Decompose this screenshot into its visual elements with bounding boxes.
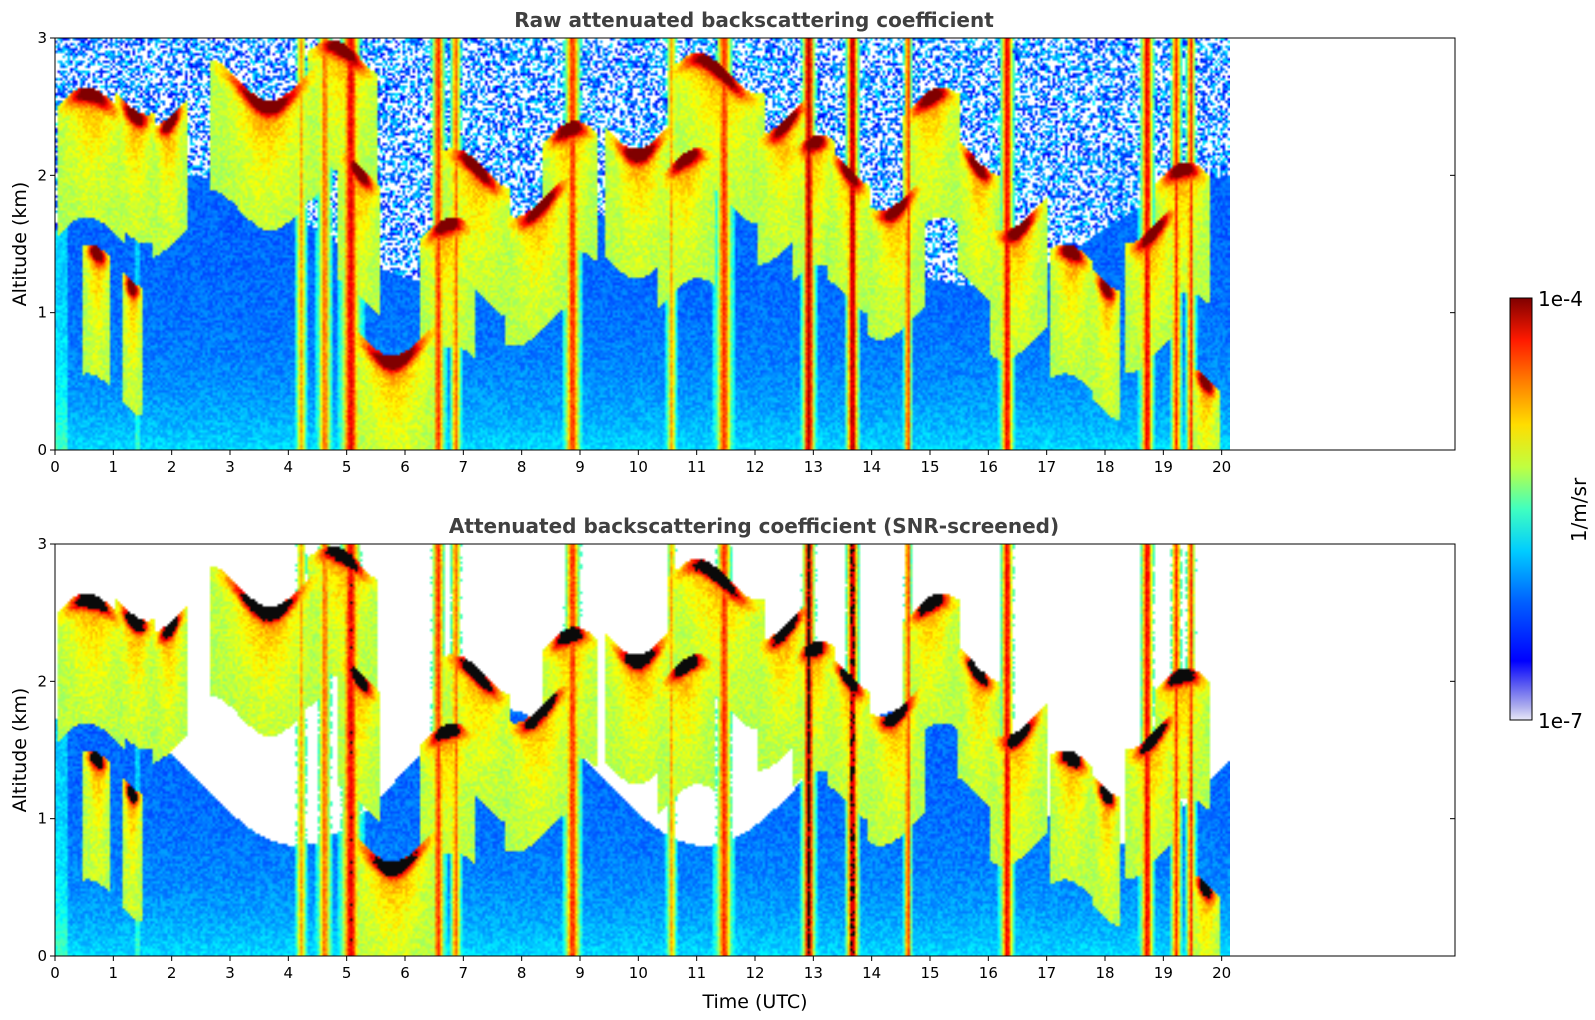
y-tick-label: 0: [37, 441, 47, 459]
colorbar-unit-label: 1/m/sr: [1567, 477, 1591, 542]
screened-heatmap-image: [55, 544, 1230, 956]
x-tick-label: 0: [50, 458, 60, 476]
colorbar-max-label: 1e-4: [1538, 287, 1583, 311]
x-tick-label: 6: [400, 964, 410, 982]
screened-title: Attenuated backscattering coefficient (S…: [449, 514, 1059, 538]
x-tick-label: 2: [167, 964, 177, 982]
screened-heatmap: [55, 544, 1230, 956]
y-tick-label: 2: [37, 672, 47, 690]
x-tick-label: 4: [284, 964, 294, 982]
x-tick-label: 6: [400, 458, 410, 476]
x-tick-label: 5: [342, 964, 352, 982]
x-tick-label: 17: [1037, 458, 1056, 476]
panel-raw: Raw attenuated backscattering coefficien…: [9, 8, 1456, 476]
x-tick-label: 15: [920, 964, 939, 982]
y-tick-label: 0: [37, 947, 47, 965]
x-tick-label: 9: [575, 964, 585, 982]
x-tick-label: 19: [1154, 964, 1173, 982]
x-tick-label: 12: [745, 964, 764, 982]
raw-title: Raw attenuated backscattering coefficien…: [514, 8, 994, 32]
colorbar-min-label: 1e-7: [1538, 709, 1583, 733]
x-tick-label: 20: [1212, 458, 1231, 476]
x-tick-label: 13: [804, 458, 823, 476]
y-tick-label: 2: [37, 166, 47, 184]
x-tick-label: 9: [575, 458, 585, 476]
x-tick-label: 1: [109, 964, 119, 982]
x-tick-label: 3: [225, 964, 235, 982]
x-tick-label: 5: [342, 458, 352, 476]
x-tick-label: 8: [517, 964, 527, 982]
x-tick-label: 2: [167, 458, 177, 476]
xlabel-time: Time (UTC): [701, 991, 807, 1013]
y-tick-label: 1: [37, 304, 47, 322]
x-tick-label: 13: [804, 964, 823, 982]
x-tick-label: 0: [50, 964, 60, 982]
x-tick-label: 8: [517, 458, 527, 476]
x-tick-label: 15: [920, 458, 939, 476]
x-tick-label: 12: [745, 458, 764, 476]
raw-ylabel: Altitude (km): [9, 182, 31, 307]
colorbar: 1e-4 1e-7 1/m/sr: [1509, 287, 1591, 733]
x-tick-label: 10: [629, 458, 648, 476]
x-tick-label: 14: [862, 964, 881, 982]
x-tick-label: 19: [1154, 458, 1173, 476]
x-tick-label: 16: [979, 458, 998, 476]
x-tick-label: 4: [284, 458, 294, 476]
raw-heatmap-image: [55, 38, 1230, 450]
x-tick-label: 7: [459, 458, 469, 476]
y-tick-label: 1: [37, 810, 47, 828]
x-tick-label: 20: [1212, 964, 1231, 982]
panel-screened: Attenuated backscattering coefficient (S…: [9, 514, 1456, 1013]
x-tick-label: 3: [225, 458, 235, 476]
x-tick-label: 18: [1095, 964, 1114, 982]
y-tick-label: 3: [37, 535, 47, 553]
y-tick-label: 3: [37, 29, 47, 47]
screened-ylabel: Altitude (km): [9, 688, 31, 813]
x-tick-label: 1: [109, 458, 119, 476]
raw-heatmap: [55, 38, 1230, 450]
colorbar-gradient: [1509, 297, 1533, 721]
x-tick-label: 7: [459, 964, 469, 982]
x-tick-label: 17: [1037, 964, 1056, 982]
x-tick-label: 18: [1095, 458, 1114, 476]
x-tick-label: 11: [687, 964, 706, 982]
x-tick-label: 11: [687, 458, 706, 476]
x-tick-label: 10: [629, 964, 648, 982]
x-tick-label: 14: [862, 458, 881, 476]
x-tick-label: 16: [979, 964, 998, 982]
